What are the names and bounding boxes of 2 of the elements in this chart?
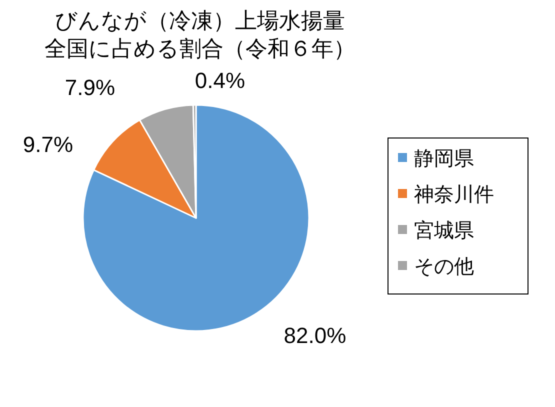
subtitle: 全国に占める割合（令和６年） [44, 36, 356, 61]
title: びんなが（冷凍）上場水揚量 [55, 8, 345, 33]
